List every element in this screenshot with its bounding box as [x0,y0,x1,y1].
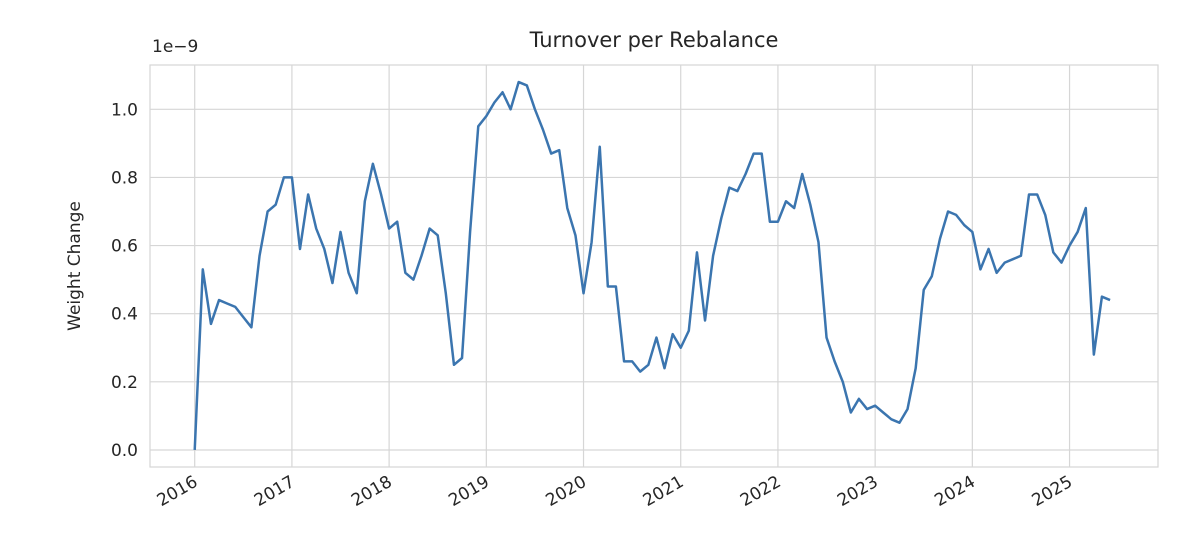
offset-label: 1e−9 [152,37,198,57]
x-tick-label: 2018 [348,472,395,511]
y-tick-label: 0.6 [111,237,138,257]
y-tick-label: 0.0 [111,441,138,461]
y-axis-label: Weight Change [65,201,85,331]
y-tick-label: 0.8 [111,168,138,188]
x-tick-label: 2022 [737,472,784,511]
x-tick-label: 2021 [640,472,687,511]
x-tick-label: 2017 [251,472,298,511]
x-tick-label: 2016 [154,472,201,511]
chart-title: Turnover per Rebalance [529,28,779,52]
x-tick-label: 2025 [1029,472,1076,511]
y-tick-label: 1.0 [111,100,138,120]
x-tick-label: 2024 [931,472,978,511]
y-tick-label: 0.2 [111,373,138,393]
line-series [193,80,1111,451]
x-tick-label: 2020 [543,472,590,511]
x-tick-label: 2023 [834,472,881,511]
plot-frame [149,64,1159,468]
x-tick-label: 2019 [445,472,492,511]
y-tick-label: 0.4 [111,305,138,325]
